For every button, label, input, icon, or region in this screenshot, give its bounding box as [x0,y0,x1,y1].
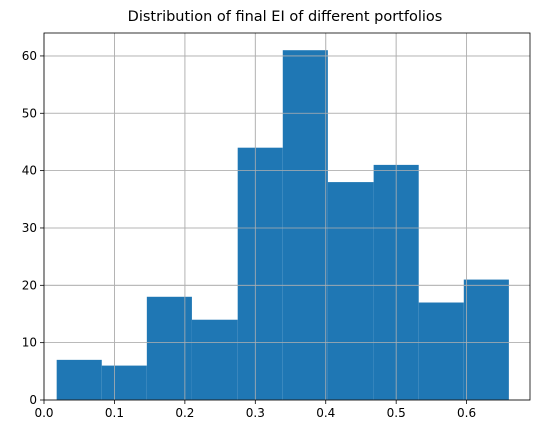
y-axis-ticks: 0 10 20 30 40 50 60 [22,49,44,407]
histogram-bars [43,33,530,401]
histogram-bar [418,302,464,400]
plot-frame [43,32,531,401]
y-tick-label: 0 [29,393,37,407]
plot-axes [43,32,531,401]
histogram-bar [463,279,509,400]
y-tick-label: 60 [22,49,37,63]
y-tick-label: 20 [22,278,37,292]
chart-title: Distribution of final EI of different po… [128,9,443,25]
x-tick-label: 0.2 [175,406,194,420]
x-tick-label: 0.3 [246,406,265,420]
histogram-bar [101,365,147,400]
y-tick-label: 10 [22,336,37,350]
y-tick-label: 40 [22,164,37,178]
histogram-bar [191,319,238,400]
x-tick-label: 0.0 [34,406,53,420]
y-tick-label: 50 [22,106,37,120]
x-tick-label: 0.6 [457,406,476,420]
x-tick-label: 0.1 [105,406,124,420]
histogram-bar [282,50,328,400]
histogram-bar [327,182,374,400]
x-tick-label: 0.5 [387,406,406,420]
y-tick-label: 30 [22,221,37,235]
x-tick-label: 0.4 [316,406,335,420]
x-axis-ticks: 0.0 0.1 0.2 0.3 0.4 0.5 0.6 [34,400,476,420]
histogram-bar [237,147,283,400]
histogram-bar [56,359,102,400]
histogram-bar [146,296,192,400]
